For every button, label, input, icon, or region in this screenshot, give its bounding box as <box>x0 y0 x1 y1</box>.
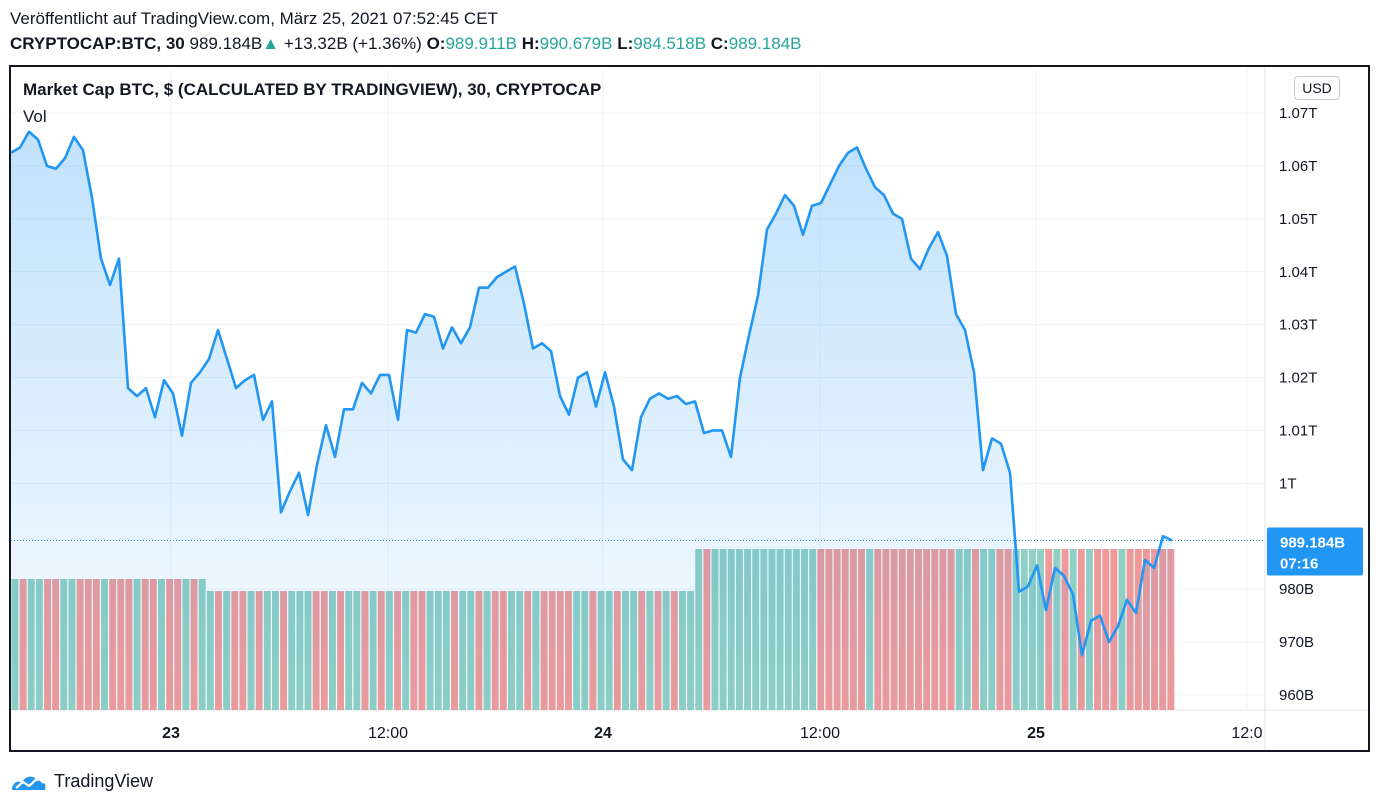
x-tick-label: 12:00 <box>368 725 408 742</box>
symbol-ohlc-bar: CRYPTOCAP:BTC, 30 989.184B▲ +13.32B (+1.… <box>10 34 802 54</box>
high-label: H: <box>521 34 540 53</box>
low-value: 984.518B <box>633 34 707 53</box>
y-tick-label: 970B <box>1279 634 1314 651</box>
y-tick-label: 1.04T <box>1279 264 1317 281</box>
tradingview-logo-icon <box>12 776 46 790</box>
symbol-label[interactable]: CRYPTOCAP:BTC, 30 <box>10 34 185 53</box>
price-label-box <box>1267 527 1363 576</box>
price-area <box>11 131 1172 710</box>
open-value: 989.911B <box>445 34 517 53</box>
currency-button[interactable]: USD <box>1294 76 1340 100</box>
chart-frame <box>9 65 1370 752</box>
x-tick-label: 25 <box>1027 725 1045 742</box>
published-caption: Veröffentlicht auf TradingView.com, März… <box>10 9 498 28</box>
footer-brand[interactable]: TradingView <box>10 768 153 794</box>
footer-brand-text: TradingView <box>54 770 154 791</box>
open-label: O: <box>426 34 446 53</box>
y-tick-label: 1T <box>1279 475 1297 492</box>
low-label: L: <box>617 34 634 53</box>
price-line[interactable] <box>10 130 1173 657</box>
x-tick-label: 12:0 <box>1231 725 1262 742</box>
chart-legend-title: Market Cap BTC, $ (CALCULATED BY TRADING… <box>23 80 602 99</box>
price-label-value: 989.184B <box>1280 534 1345 551</box>
x-tick-label: 23 <box>162 725 180 742</box>
y-tick-label: 1.07T <box>1279 105 1317 122</box>
x-tick-label: 12:00 <box>800 725 840 742</box>
volume-bar <box>1110 549 1118 710</box>
volume-bar <box>1077 549 1085 710</box>
y-tick-label: 980B <box>1279 581 1314 598</box>
high-value: 990.679B <box>539 34 613 53</box>
price-label-countdown: 07:16 <box>1280 555 1318 572</box>
volume-legend: Vol <box>23 107 47 126</box>
change-arrow-icon: ▲ <box>262 34 280 53</box>
y-tick-label: 1.06T <box>1279 158 1317 175</box>
y-tick-label: 1.05T <box>1279 211 1317 228</box>
y-tick-label: 1.01T <box>1279 422 1317 439</box>
last-price: 989.184B <box>189 34 263 53</box>
y-tick-label: 1.03T <box>1279 317 1317 334</box>
close-value: 989.184B <box>728 34 802 53</box>
y-tick-label: 1.02T <box>1279 370 1317 387</box>
y-tick-label: 960B <box>1279 687 1314 704</box>
close-label: C: <box>710 34 729 53</box>
x-tick-label: 24 <box>594 725 612 742</box>
change-value: +13.32B (+1.36%) <box>283 34 422 53</box>
